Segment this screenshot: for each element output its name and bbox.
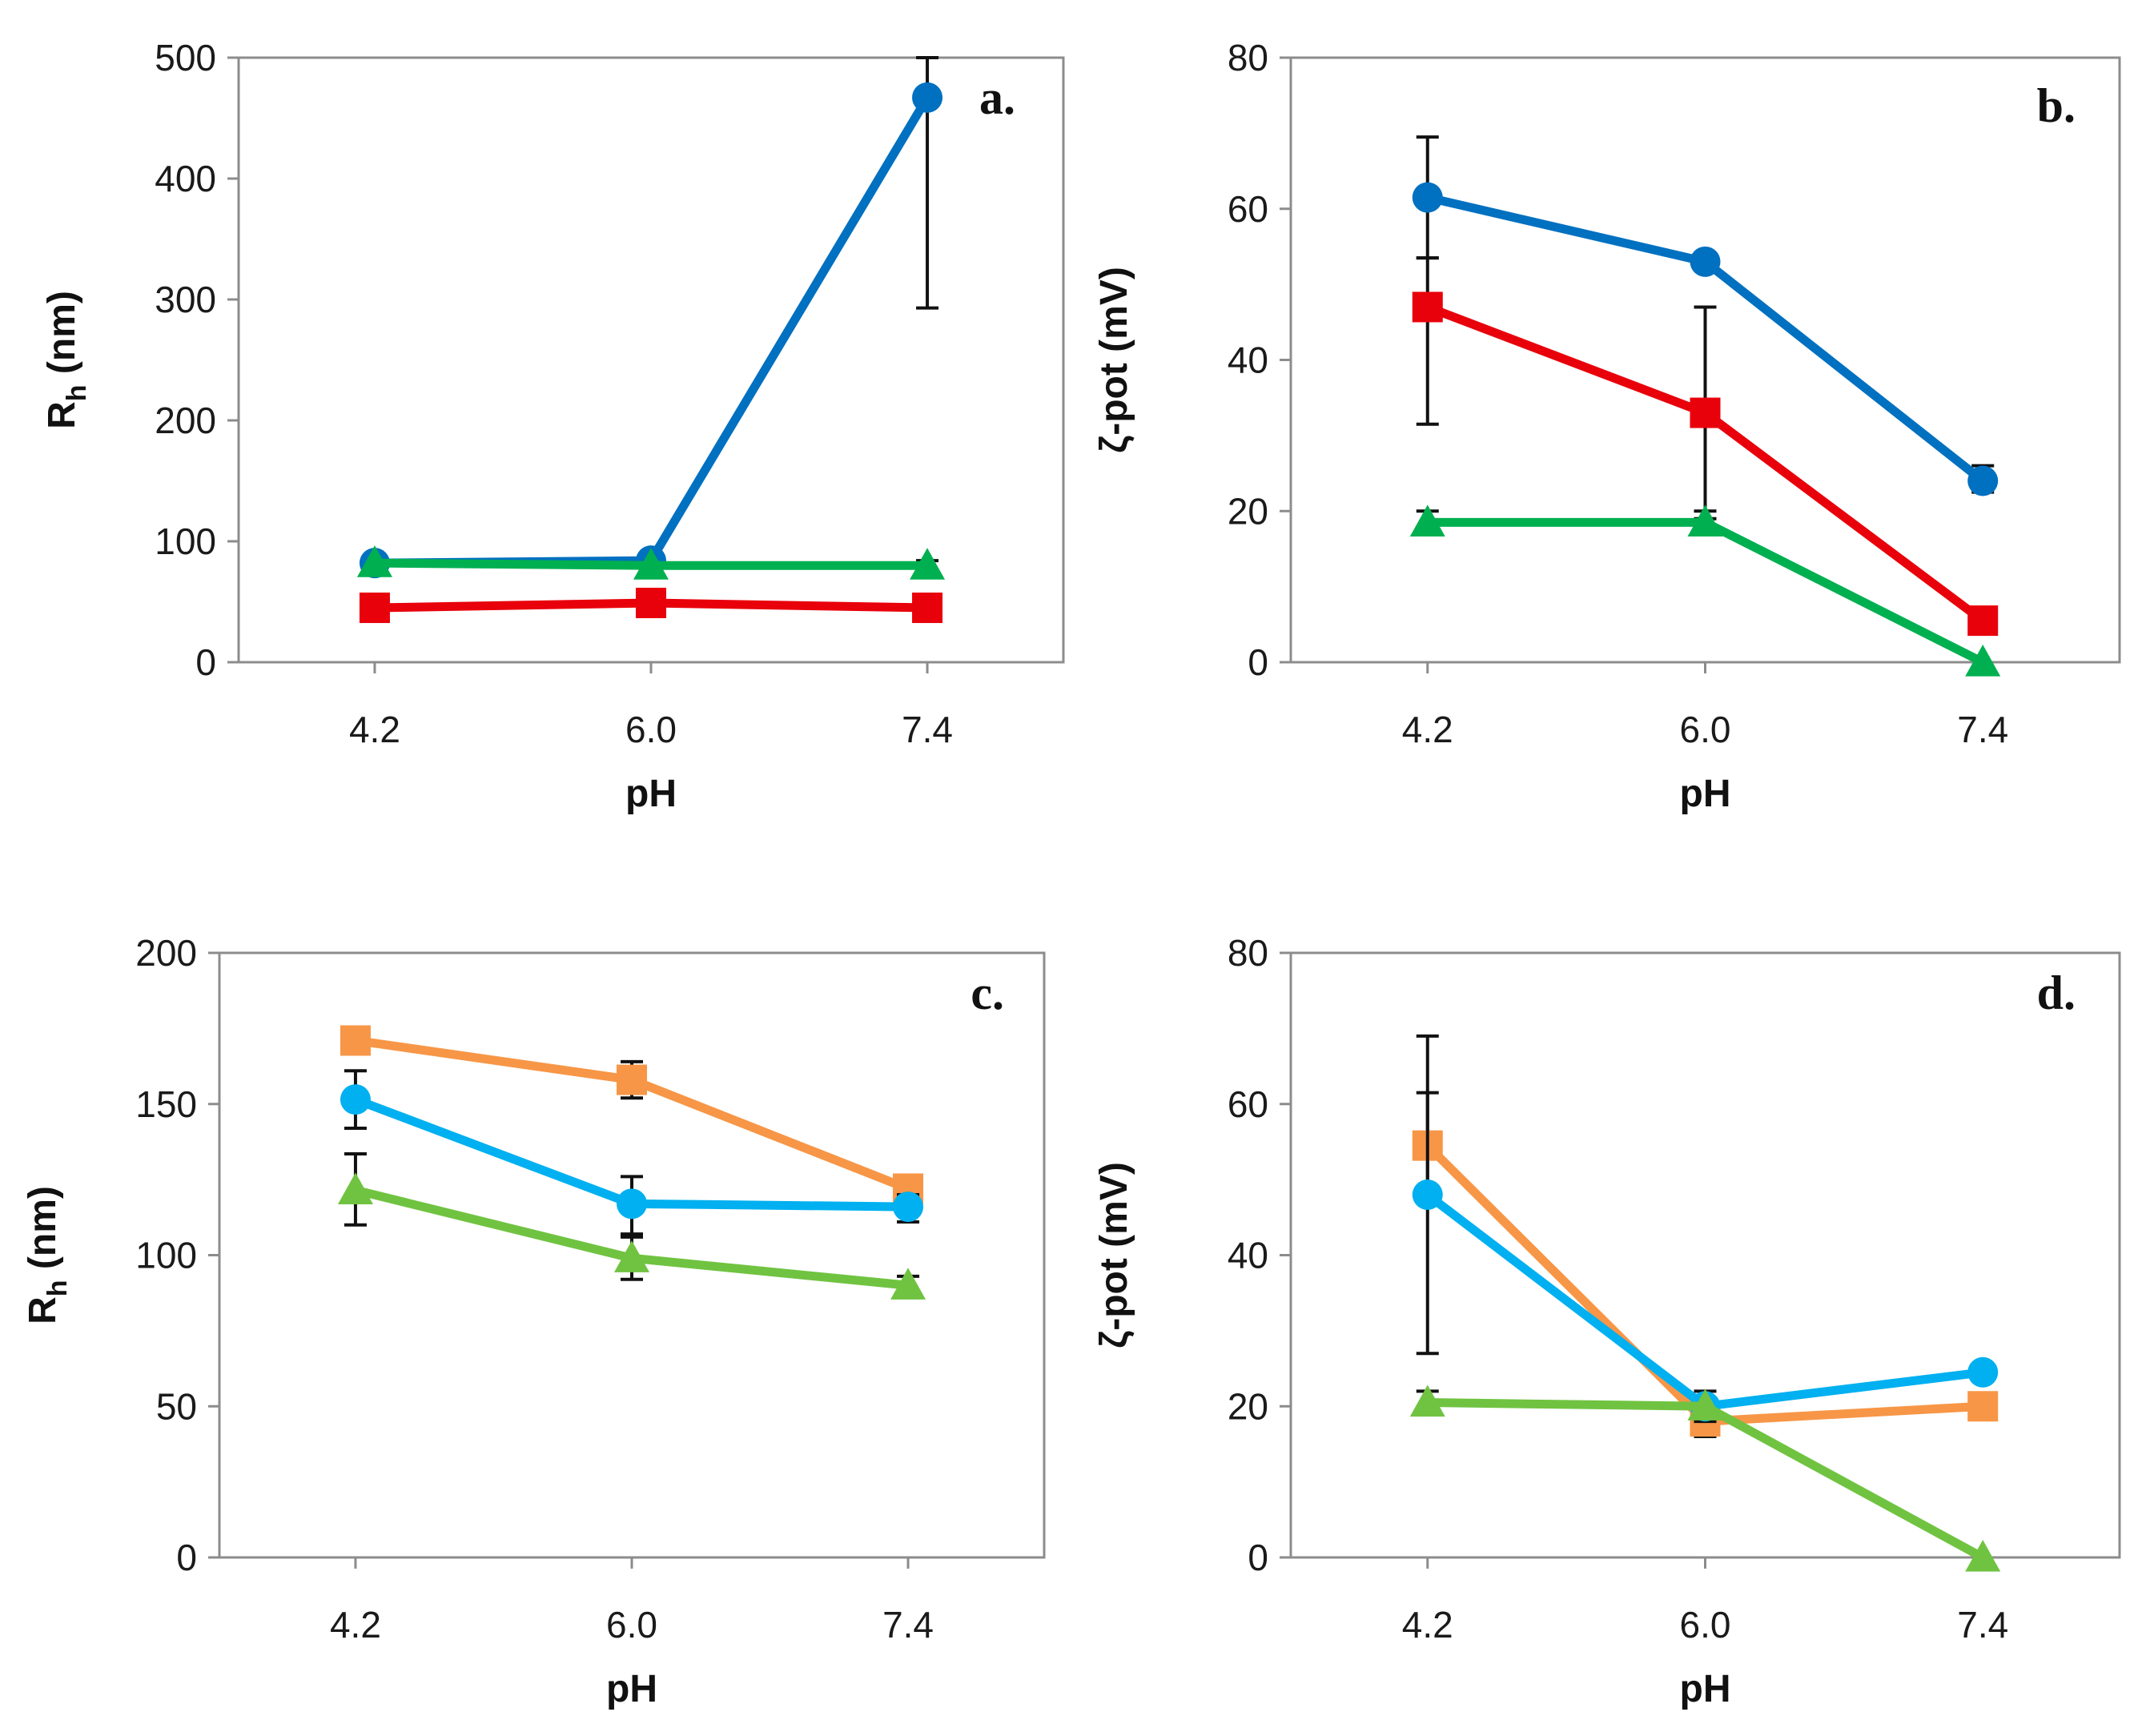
x-axis-title: pH xyxy=(1680,773,1731,815)
y-axis-title: Rh (nm) xyxy=(22,1186,73,1324)
series-light-green-triangles xyxy=(337,1152,926,1300)
data-point-circle xyxy=(1412,1179,1443,1210)
series-line xyxy=(1423,517,1987,667)
data-point-circle xyxy=(1690,246,1721,277)
x-tick-label: 7.4 xyxy=(882,1604,934,1646)
data-point-square xyxy=(1967,1391,1999,1422)
panel-label: c. xyxy=(971,966,1004,1019)
y-axis-title: Rh (nm) xyxy=(41,291,92,429)
y-tick-label: 20 xyxy=(1228,490,1268,532)
x-tick-label: 6.0 xyxy=(1680,1604,1731,1646)
y-tick-label: 0 xyxy=(176,1537,197,1578)
data-point-square xyxy=(1690,397,1721,428)
data-point-triangle xyxy=(1687,504,1723,537)
data-point-triangle xyxy=(1687,1388,1723,1421)
data-point-square xyxy=(1412,291,1443,323)
data-point-square xyxy=(359,593,390,624)
data-point-circle xyxy=(617,1188,647,1220)
y-tick-label: 0 xyxy=(1248,641,1268,683)
data-point-circle xyxy=(1412,182,1443,213)
y-axis-title-rest: (nm) xyxy=(22,1186,64,1280)
x-tick-label: 7.4 xyxy=(902,709,953,750)
x-tick-label: 4.2 xyxy=(330,1604,381,1646)
y-axis-title-main: R xyxy=(41,401,83,429)
panel-label: b. xyxy=(2037,79,2076,132)
y-tick-label: 40 xyxy=(1228,340,1268,381)
y-tick-label: 200 xyxy=(135,932,197,974)
data-point-triangle xyxy=(890,1268,926,1300)
x-axis-title: pH xyxy=(1680,1668,1731,1710)
data-point-triangle xyxy=(614,1240,649,1272)
x-axis-title: pH xyxy=(606,1668,657,1710)
data-point-triangle xyxy=(1409,504,1445,537)
y-tick-label: 80 xyxy=(1228,37,1268,78)
y-axis-title-subscript: h xyxy=(42,1280,73,1296)
data-point-square xyxy=(636,588,666,619)
plot-frame xyxy=(1289,951,2121,1559)
series-blue-circles xyxy=(1412,135,1999,496)
panel-label: d. xyxy=(2037,966,2076,1019)
x-tick-label: 4.2 xyxy=(349,709,400,750)
y-axis-title-subscript: h xyxy=(62,384,92,401)
panel-c: 0 50 100 150 200 4.2 6.0 7.4 pH Rh (nm) c. xyxy=(22,932,1046,1710)
data-point-triangle xyxy=(337,1172,373,1204)
y-axis-title-main: R xyxy=(22,1296,64,1324)
data-point-triangle xyxy=(356,545,392,577)
y-tick-label: 500 xyxy=(155,37,216,78)
panel-d: 0 20 40 60 80 4.2 6.0 7.4 pH ζ-pot (mV) d. xyxy=(1093,932,2121,1710)
x-tick-label: 7.4 xyxy=(1957,1604,2008,1646)
data-point-triangle xyxy=(1409,1384,1445,1417)
series-green-triangles xyxy=(356,545,946,580)
data-point-square xyxy=(617,1064,647,1095)
y-tick-label: 100 xyxy=(155,520,216,562)
series-red-squares xyxy=(359,588,943,624)
data-point-triangle xyxy=(910,548,946,580)
y-axis-title: ζ-pot (mV) xyxy=(1093,267,1135,453)
data-point-circle xyxy=(1967,1356,1999,1388)
data-point-triangle xyxy=(633,548,669,580)
y-tick-label: 50 xyxy=(156,1385,197,1427)
series-cyan-circles xyxy=(340,1069,924,1236)
y-tick-label: 60 xyxy=(1228,188,1268,230)
data-point-circle xyxy=(1967,465,1999,496)
data-point-circle xyxy=(340,1084,371,1115)
x-tick-label: 4.2 xyxy=(1402,709,1453,750)
x-tick-label: 6.0 xyxy=(1680,709,1731,750)
series-red-squares xyxy=(1412,256,1999,637)
panel-b: 0 20 40 60 80 4.2 6.0 7.4 pH ζ-pot (mV) b. xyxy=(1093,37,2121,815)
y-axis-title-rest: (nm) xyxy=(41,291,83,384)
y-tick-label: 60 xyxy=(1228,1083,1268,1125)
data-point-square xyxy=(340,1025,371,1056)
y-axis-title: ζ-pot (mV) xyxy=(1093,1162,1135,1348)
y-tick-label: 150 xyxy=(135,1083,197,1125)
y-tick-label: 0 xyxy=(195,641,216,683)
y-tick-label: 40 xyxy=(1228,1235,1268,1276)
series-blue-circles xyxy=(359,56,943,579)
data-point-circle xyxy=(912,82,943,113)
y-tick-label: 300 xyxy=(155,279,216,320)
series-line xyxy=(370,93,932,568)
data-point-triangle xyxy=(1965,645,2001,677)
y-tick-label: 100 xyxy=(135,1235,197,1276)
y-tick-label: 0 xyxy=(1248,1537,1268,1578)
x-tick-label: 4.2 xyxy=(1402,1604,1453,1646)
data-point-circle xyxy=(893,1191,924,1223)
data-point-square xyxy=(912,593,943,624)
data-point-triangle xyxy=(1965,1540,2001,1572)
data-point-square xyxy=(1967,605,1999,637)
x-tick-label: 6.0 xyxy=(625,709,677,750)
x-tick-label: 6.0 xyxy=(606,1604,657,1646)
x-tick-label: 7.4 xyxy=(1957,709,2008,750)
panel-label: a. xyxy=(979,71,1015,124)
y-tick-label: 20 xyxy=(1228,1385,1268,1427)
y-tick-label: 80 xyxy=(1228,932,1268,974)
series-cyan-circles xyxy=(1412,1034,1999,1424)
y-tick-label: 200 xyxy=(155,400,216,441)
panel-a: 0 100 200 300 400 500 4.2 6.0 7.4 pH Rh (nm) a. xyxy=(41,37,1065,815)
y-tick-label: 400 xyxy=(155,158,216,199)
series-green-triangles xyxy=(1409,504,2001,677)
x-axis-title: pH xyxy=(625,773,677,815)
series-light-green-triangles xyxy=(1409,1384,2001,1572)
